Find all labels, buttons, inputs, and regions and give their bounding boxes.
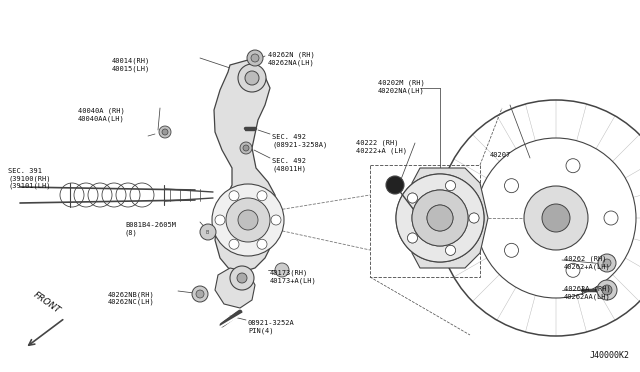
Circle shape (524, 186, 588, 250)
Circle shape (427, 205, 453, 231)
Circle shape (412, 190, 468, 246)
Text: FRONT: FRONT (31, 290, 62, 315)
Circle shape (427, 205, 453, 231)
Circle shape (192, 286, 208, 302)
Text: SEC. 492
(08921-3258A): SEC. 492 (08921-3258A) (272, 134, 327, 148)
Polygon shape (214, 60, 278, 272)
Circle shape (603, 259, 611, 267)
Circle shape (200, 224, 216, 240)
Circle shape (504, 179, 518, 193)
Circle shape (237, 273, 247, 283)
Text: B: B (205, 230, 209, 234)
Circle shape (275, 263, 289, 277)
Circle shape (542, 204, 570, 232)
Text: SEC. 391
(39100(RH)
(39101(LH): SEC. 391 (39100(RH) (39101(LH) (8, 168, 51, 189)
Text: 40262A (RH)
40262AA(LH): 40262A (RH) 40262AA(LH) (564, 286, 611, 300)
Circle shape (408, 233, 417, 243)
Circle shape (604, 211, 618, 225)
Circle shape (271, 215, 281, 225)
Text: 40202M (RH)
40202NA(LH): 40202M (RH) 40202NA(LH) (378, 80, 425, 94)
Polygon shape (215, 268, 255, 308)
Circle shape (251, 54, 259, 62)
Circle shape (247, 50, 263, 66)
Circle shape (215, 215, 225, 225)
Circle shape (445, 246, 456, 255)
Text: 40040A (RH)
40040AA(LH): 40040A (RH) 40040AA(LH) (78, 108, 125, 122)
Circle shape (212, 184, 284, 256)
Circle shape (408, 193, 417, 203)
Text: 08921-3252A
PIN(4): 08921-3252A PIN(4) (248, 320, 295, 334)
Text: SEC. 492
(48011H): SEC. 492 (48011H) (272, 158, 306, 171)
Circle shape (408, 193, 417, 203)
Circle shape (445, 181, 456, 191)
Circle shape (245, 71, 259, 85)
Circle shape (226, 198, 270, 242)
Text: 40222 (RH)
40222+A (LH): 40222 (RH) 40222+A (LH) (356, 140, 407, 154)
Circle shape (196, 290, 204, 298)
Text: 40262NB(RH)
40262NC(LH): 40262NB(RH) 40262NC(LH) (108, 291, 155, 305)
Circle shape (229, 239, 239, 249)
Circle shape (602, 285, 612, 295)
Circle shape (504, 243, 518, 257)
Bar (370, 165, 480, 277)
Circle shape (469, 213, 479, 223)
Circle shape (408, 233, 417, 243)
Circle shape (257, 239, 267, 249)
Circle shape (162, 129, 168, 135)
Circle shape (257, 191, 267, 201)
Circle shape (238, 64, 266, 92)
Circle shape (243, 145, 249, 151)
Circle shape (598, 254, 616, 272)
Text: J40000K2: J40000K2 (590, 351, 630, 360)
Text: 40262N (RH)
40262NA(LH): 40262N (RH) 40262NA(LH) (268, 52, 315, 66)
Circle shape (230, 266, 254, 290)
Circle shape (238, 210, 258, 230)
Circle shape (566, 159, 580, 173)
Circle shape (396, 174, 484, 262)
Circle shape (159, 126, 171, 138)
Circle shape (412, 190, 468, 246)
Text: 40173(RH)
40173+A(LH): 40173(RH) 40173+A(LH) (270, 270, 317, 284)
Circle shape (445, 246, 456, 255)
Text: 40207: 40207 (490, 152, 511, 158)
Text: B081B4-2605M
(8): B081B4-2605M (8) (125, 222, 176, 235)
Circle shape (240, 142, 252, 154)
Text: 40014(RH)
40015(LH): 40014(RH) 40015(LH) (112, 58, 150, 72)
Text: 40262 (RH)
40262+A(LH): 40262 (RH) 40262+A(LH) (564, 256, 611, 270)
Circle shape (597, 280, 617, 300)
Polygon shape (412, 168, 488, 268)
Circle shape (566, 263, 580, 277)
Circle shape (396, 174, 484, 262)
Circle shape (229, 191, 239, 201)
Circle shape (386, 176, 404, 194)
Circle shape (469, 213, 479, 223)
Circle shape (445, 181, 456, 191)
